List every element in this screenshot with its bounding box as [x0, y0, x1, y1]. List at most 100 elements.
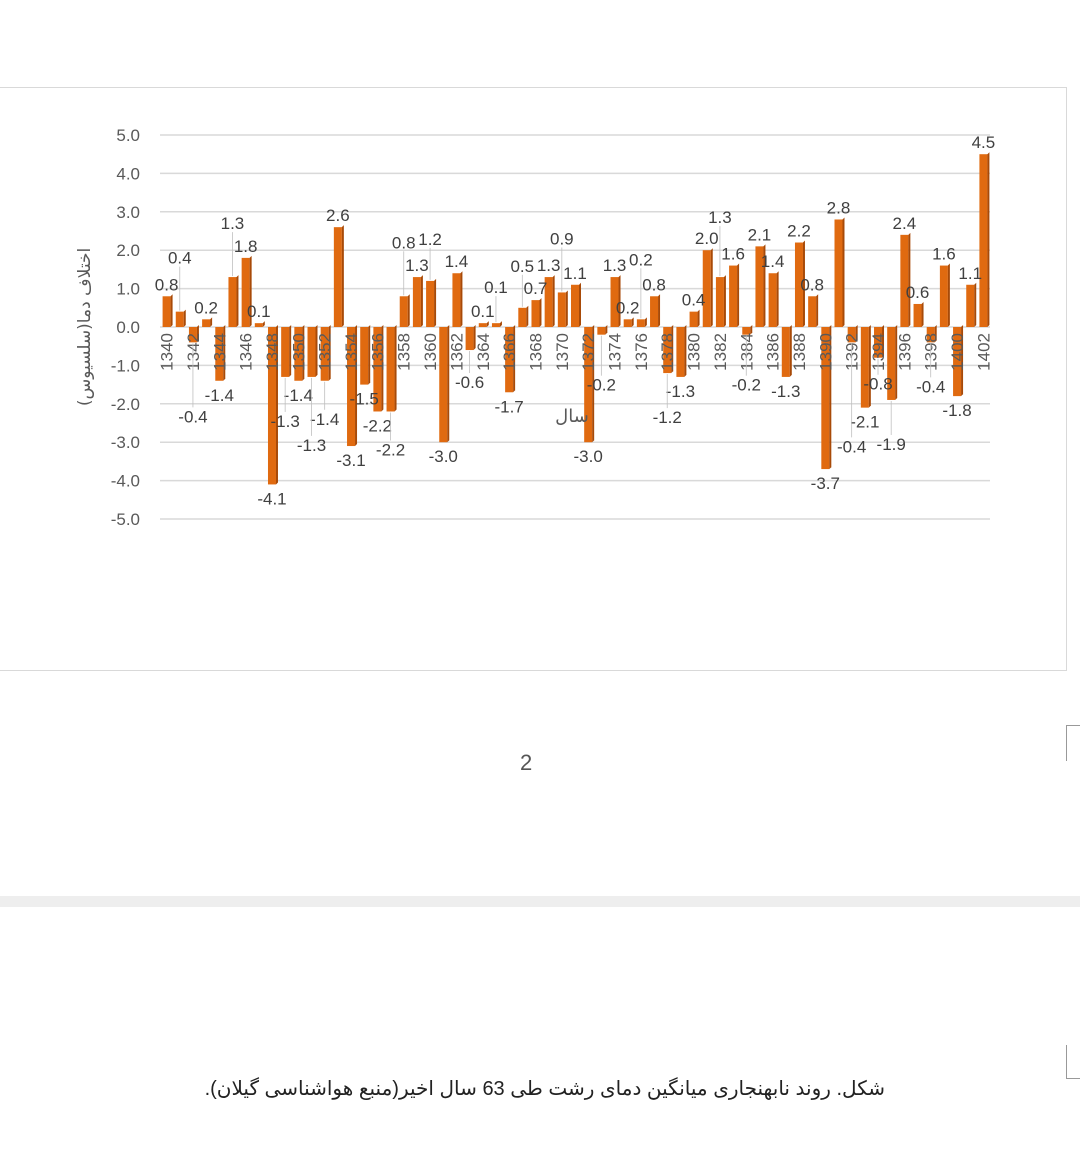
bar-side [183, 309, 186, 327]
data-label: 0.1 [247, 302, 271, 321]
x-tick-label: 1376 [632, 333, 651, 371]
data-label: -3.7 [811, 474, 840, 493]
x-tick-label: 1388 [790, 333, 809, 371]
data-label: 1.6 [721, 245, 745, 264]
data-label: 0.4 [682, 291, 706, 310]
bar-side [447, 325, 450, 443]
y-tick-label: 2.0 [116, 241, 140, 260]
data-label: 0.2 [194, 298, 218, 317]
bar [781, 327, 790, 377]
data-label: 0.5 [510, 257, 534, 276]
data-label: 0.2 [629, 250, 653, 269]
data-label: -3.0 [429, 447, 458, 466]
bar-side [407, 294, 410, 327]
data-label: 2.0 [695, 229, 719, 248]
x-tick-label: 1384 [737, 333, 756, 371]
y-tick-label: -2.0 [111, 395, 140, 414]
bar-side [710, 248, 713, 327]
bar [544, 277, 553, 327]
bar-side [737, 263, 740, 327]
y-tick-label: 1.0 [116, 280, 140, 299]
bar [373, 327, 382, 412]
data-label: 1.4 [761, 252, 785, 271]
y-axis-title: اختلاف دما(سلسیوس) [75, 248, 95, 406]
data-label: 1.1 [958, 264, 982, 283]
bar [847, 327, 856, 343]
bar-side [486, 321, 489, 327]
y-tick-label: -4.0 [111, 472, 140, 491]
y-tick-label: -1.0 [111, 356, 140, 375]
data-label: -0.6 [455, 373, 484, 392]
bar-side [750, 325, 753, 335]
bar [162, 296, 171, 327]
bar-side [565, 290, 568, 327]
bar [742, 327, 751, 335]
bar-side [328, 325, 331, 381]
data-label: -1.4 [205, 386, 234, 405]
data-label: -1.3 [771, 382, 800, 401]
bar-side [315, 325, 318, 377]
bar [887, 327, 896, 400]
bar-side [420, 275, 423, 327]
bar-side [802, 240, 805, 327]
y-tick-label: 4.0 [116, 164, 140, 183]
bar [610, 277, 619, 327]
margin-mark [1066, 725, 1080, 761]
bar-side [697, 309, 700, 327]
bar-side [499, 321, 502, 327]
data-label: 1.8 [234, 237, 258, 256]
y-tick-label: 5.0 [116, 126, 140, 145]
x-tick-label: 1360 [421, 333, 440, 371]
data-label: 0.2 [616, 298, 640, 317]
x-tick-label: 1386 [764, 333, 783, 371]
data-label: 2.6 [326, 206, 350, 225]
data-label: -3.0 [574, 447, 603, 466]
data-label: -2.1 [850, 413, 879, 432]
data-label: 1.3 [708, 208, 732, 227]
data-label: 1.6 [932, 245, 956, 264]
x-tick-label: 1354 [342, 333, 361, 371]
y-tick-label: -5.0 [111, 510, 140, 529]
data-label: 1.2 [418, 230, 442, 249]
x-axis-title: سال [555, 406, 589, 427]
bar-side [908, 232, 911, 327]
bar [386, 327, 395, 412]
bar [241, 257, 250, 327]
bar-side [289, 325, 292, 377]
bar-side [961, 325, 964, 397]
data-label: -0.4 [916, 377, 945, 396]
bar [571, 284, 579, 327]
data-label: -2.2 [376, 440, 405, 459]
x-tick-label: 1342 [184, 333, 203, 371]
bar [729, 265, 738, 327]
anomaly-bar-chart: 5.0 4.0 3.0 2.0 1.0 0.0 -1.0 -2.0 -3.0 -4.0 -5.0 13… [75, 126, 995, 529]
bar-side [947, 263, 950, 327]
bar-side [842, 217, 845, 327]
data-label: 1.1 [563, 264, 587, 283]
data-label: 0.8 [155, 275, 179, 294]
bar [465, 327, 474, 351]
x-tick-label: 1370 [553, 333, 572, 371]
bar-side [763, 244, 766, 327]
bar-side [210, 317, 213, 327]
bar [307, 327, 316, 377]
x-tick-label: 1350 [289, 333, 308, 371]
bar-side [460, 271, 463, 327]
bar-side [381, 325, 384, 412]
data-label: 2.1 [748, 225, 772, 244]
bar [623, 319, 632, 327]
bar [175, 311, 184, 327]
bar-side [631, 317, 634, 327]
bar-side [223, 325, 226, 381]
bar-side [816, 294, 819, 327]
x-tick-label: 1402 [974, 333, 993, 371]
bar-side [434, 278, 437, 327]
bar [347, 327, 356, 447]
bar [281, 327, 290, 377]
data-label: -4.1 [257, 489, 286, 508]
bar-side [895, 325, 898, 400]
bar [518, 307, 527, 327]
data-label: -2.2 [363, 416, 392, 435]
bar-side [249, 255, 252, 327]
bar [926, 327, 935, 343]
